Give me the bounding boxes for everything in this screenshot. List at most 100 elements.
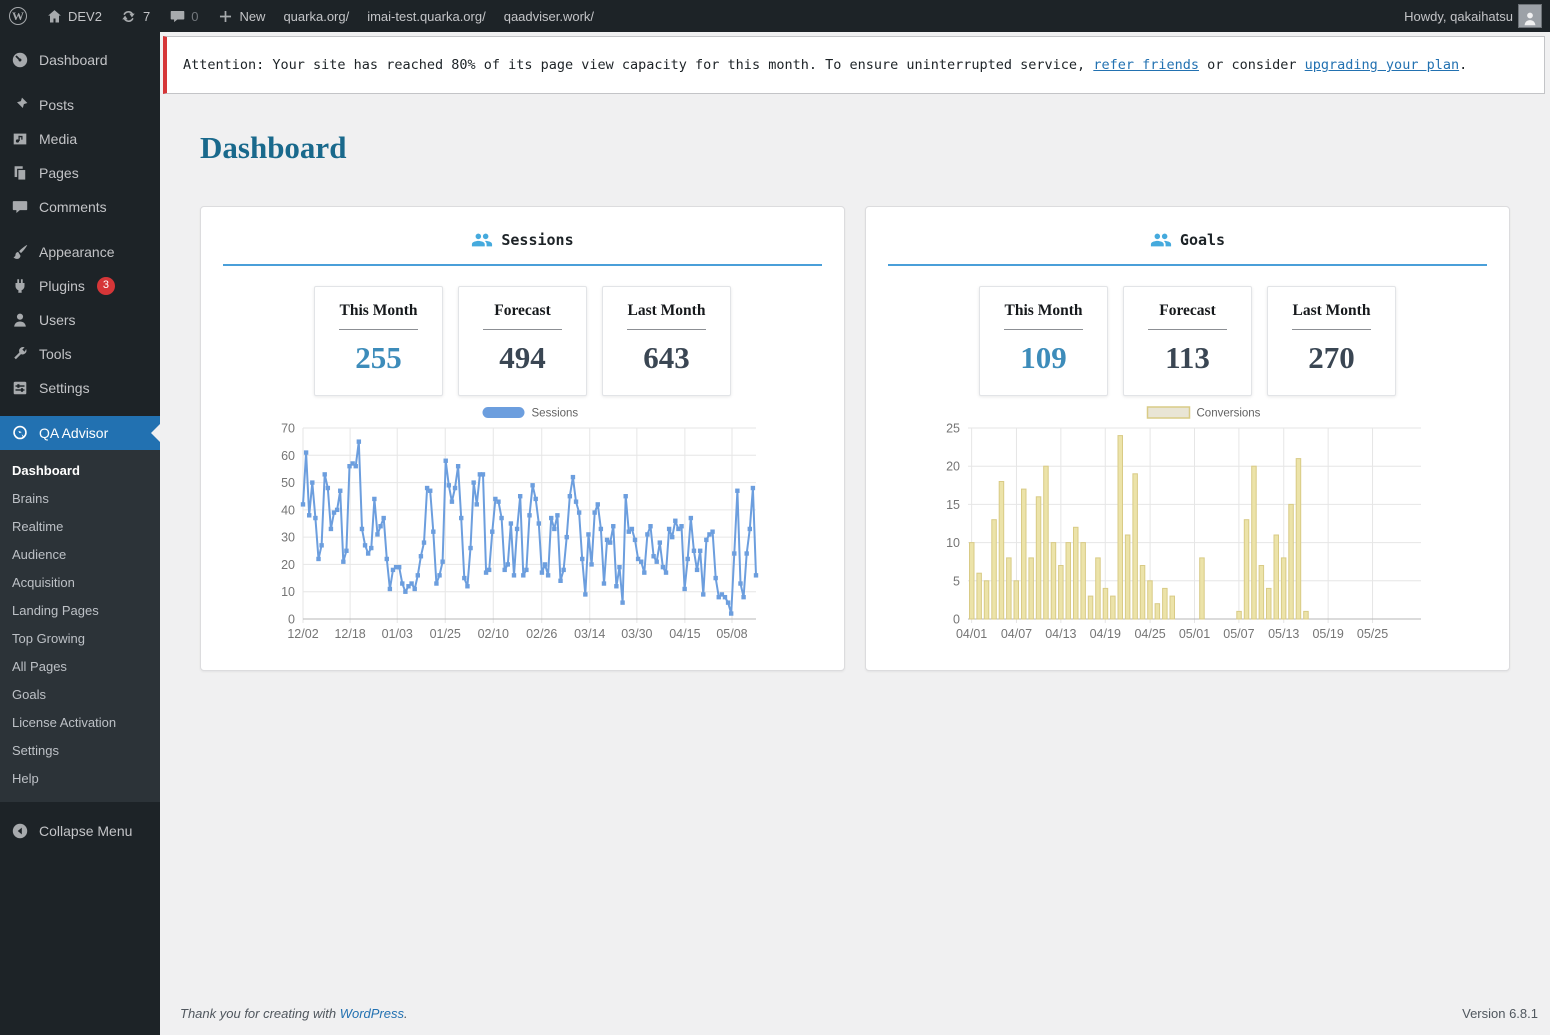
sidebar-item-posts[interactable]: Posts bbox=[0, 88, 160, 122]
sidebar-item-label: Appearance bbox=[39, 244, 115, 260]
stat-last-month: Last Month 643 bbox=[602, 286, 731, 396]
footer-thanks-text: Thank you for creating with bbox=[180, 1006, 340, 1021]
comments-bubble-icon bbox=[168, 7, 186, 25]
new-content-link[interactable]: New bbox=[207, 0, 274, 32]
submenu-item-top-growing[interactable]: Top Growing bbox=[12, 631, 85, 646]
site-link-1-label: quarka.org/ bbox=[283, 8, 350, 24]
goals-chart: 0 5 10 15 20 25 04/01 04/07 04/13 04/19 04/25 05/01… bbox=[946, 406, 1421, 641]
users-icon bbox=[10, 310, 30, 330]
stat-this-month: This Month 255 bbox=[314, 286, 443, 396]
svg-text:04/15: 04/15 bbox=[669, 627, 700, 641]
svg-text:01/25: 01/25 bbox=[429, 627, 460, 641]
qa-advisor-submenu: Dashboard Brains Realtime Audience Acqui… bbox=[0, 450, 160, 802]
submenu-item-help[interactable]: Help bbox=[12, 771, 39, 786]
site-link-2[interactable]: imai-test.quarka.org/ bbox=[358, 0, 495, 32]
svg-text:25: 25 bbox=[946, 422, 960, 436]
svg-text:60: 60 bbox=[281, 449, 295, 463]
submenu-item-dashboard[interactable]: Dashboard bbox=[12, 463, 80, 478]
site-link-3[interactable]: qaadviser.work/ bbox=[495, 0, 603, 32]
sidebar-item-label: Comments bbox=[39, 199, 107, 215]
notice-text: or consider bbox=[1198, 57, 1305, 73]
sidebar-item-users[interactable]: Users bbox=[0, 303, 160, 337]
my-account-link[interactable]: Howdy, qakaihatsu bbox=[1395, 0, 1542, 32]
settings-icon bbox=[10, 378, 30, 398]
sidebar-item-label: Posts bbox=[39, 97, 75, 113]
wordpress-link[interactable]: WordPress bbox=[339, 1006, 404, 1021]
footer: Thank you for creating with WordPress. V… bbox=[160, 1006, 1550, 1035]
submenu-item-landing-pages[interactable]: Landing Pages bbox=[12, 603, 99, 618]
sidebar-item-comments[interactable]: Comments bbox=[0, 190, 160, 224]
card-divider bbox=[888, 264, 1487, 266]
submenu-item-audience[interactable]: Audience bbox=[12, 547, 67, 562]
submenu-item-brains[interactable]: Brains bbox=[12, 491, 49, 506]
svg-text:03/30: 03/30 bbox=[621, 627, 652, 641]
svg-text:10: 10 bbox=[281, 585, 295, 599]
svg-text:Conversions: Conversions bbox=[1196, 408, 1260, 420]
collapse-label: Collapse Menu bbox=[39, 823, 133, 839]
updates-link[interactable]: 7 bbox=[111, 0, 159, 32]
stat-value: 494 bbox=[499, 340, 546, 375]
site-link-1[interactable]: quarka.org/ bbox=[274, 0, 358, 32]
svg-text:05/13: 05/13 bbox=[1268, 627, 1299, 641]
submenu-item-all-pages[interactable]: All Pages bbox=[12, 659, 67, 674]
comments-link[interactable]: 0 bbox=[159, 0, 207, 32]
svg-text:5: 5 bbox=[953, 574, 960, 588]
sidebar-item-label: Plugins bbox=[39, 278, 85, 294]
page-title: Dashboard bbox=[200, 130, 347, 165]
avatar bbox=[1518, 4, 1542, 28]
svg-text:20: 20 bbox=[281, 558, 295, 572]
stat-label: Forecast bbox=[1159, 302, 1216, 319]
site-badge: DEV2 bbox=[68, 8, 102, 24]
svg-text:02/10: 02/10 bbox=[477, 627, 508, 641]
svg-text:10: 10 bbox=[946, 536, 960, 550]
goals-card: Goals This Month 109 Forecast 113 bbox=[865, 206, 1510, 671]
sidebar-item-media[interactable]: Media bbox=[0, 122, 160, 156]
wordpress-menu[interactable]: W bbox=[0, 0, 36, 32]
stat-label: Last Month bbox=[1292, 302, 1371, 319]
stat-label: This Month bbox=[1004, 302, 1083, 319]
sidebar-item-qa-advisor[interactable]: QA Advisor bbox=[0, 416, 160, 450]
main-content: Attention: Your site has reached 80% of … bbox=[160, 0, 1550, 1035]
submenu-item-acquisition[interactable]: Acquisition bbox=[12, 575, 75, 590]
sidebar-item-dashboard[interactable]: Dashboard bbox=[0, 43, 160, 77]
admin-sidebar: Dashboard Posts Media Pages Comments App… bbox=[0, 32, 160, 1035]
submenu-item-goals[interactable]: Goals bbox=[12, 687, 46, 702]
svg-text:03/14: 03/14 bbox=[574, 627, 605, 641]
svg-text:40: 40 bbox=[281, 503, 295, 517]
svg-text:70: 70 bbox=[281, 422, 295, 436]
refer-friends-link[interactable]: refer friends bbox=[1093, 57, 1199, 73]
svg-text:01/03: 01/03 bbox=[381, 627, 412, 641]
sidebar-item-label: Dashboard bbox=[39, 52, 108, 68]
stat-label: Forecast bbox=[494, 302, 551, 319]
footer-thanks-text: . bbox=[404, 1006, 408, 1021]
submenu-item-settings[interactable]: Settings bbox=[12, 743, 59, 758]
svg-text:02/26: 02/26 bbox=[526, 627, 557, 641]
notice-text: Attention: Your site has reached 80% of … bbox=[183, 57, 1094, 73]
sidebar-item-pages[interactable]: Pages bbox=[0, 156, 160, 190]
sidebar-item-tools[interactable]: Tools bbox=[0, 337, 160, 371]
collapse-menu-button[interactable]: Collapse Menu bbox=[0, 814, 160, 848]
admin-bar: W DEV2 7 0 New quarka.org/ imai-test.qua… bbox=[0, 0, 1550, 32]
stat-last-month: Last Month 270 bbox=[1267, 286, 1396, 396]
howdy-text: Howdy, qakaihatsu bbox=[1404, 8, 1513, 24]
card-title: Sessions bbox=[501, 231, 574, 249]
svg-text:05/25: 05/25 bbox=[1356, 627, 1387, 641]
submenu-item-realtime[interactable]: Realtime bbox=[12, 519, 64, 534]
site-name-link[interactable]: DEV2 bbox=[36, 0, 111, 32]
svg-text:20: 20 bbox=[946, 460, 960, 474]
card-title: Goals bbox=[1179, 231, 1226, 249]
svg-text:15: 15 bbox=[946, 498, 960, 512]
stat-value: 109 bbox=[1020, 340, 1067, 375]
sidebar-item-appearance[interactable]: Appearance bbox=[0, 235, 160, 269]
upgrade-plan-link[interactable]: upgrading your plan bbox=[1304, 57, 1460, 73]
updates-count: 7 bbox=[142, 8, 151, 24]
footer-thanks: Thank you for creating with WordPress. bbox=[180, 1006, 408, 1021]
svg-text:04/13: 04/13 bbox=[1045, 627, 1076, 641]
submenu-item-license-activation[interactable]: License Activation bbox=[12, 715, 117, 730]
stat-value: 270 bbox=[1308, 340, 1355, 375]
sidebar-item-plugins[interactable]: Plugins 3 bbox=[0, 269, 160, 303]
media-icon bbox=[10, 129, 30, 149]
sidebar-item-settings[interactable]: Settings bbox=[0, 371, 160, 405]
sessions-chart: 0 10 20 30 40 50 60 70 12/02 12/18 01/03 01/25 02/10… bbox=[281, 407, 758, 641]
people-icon bbox=[471, 229, 493, 251]
